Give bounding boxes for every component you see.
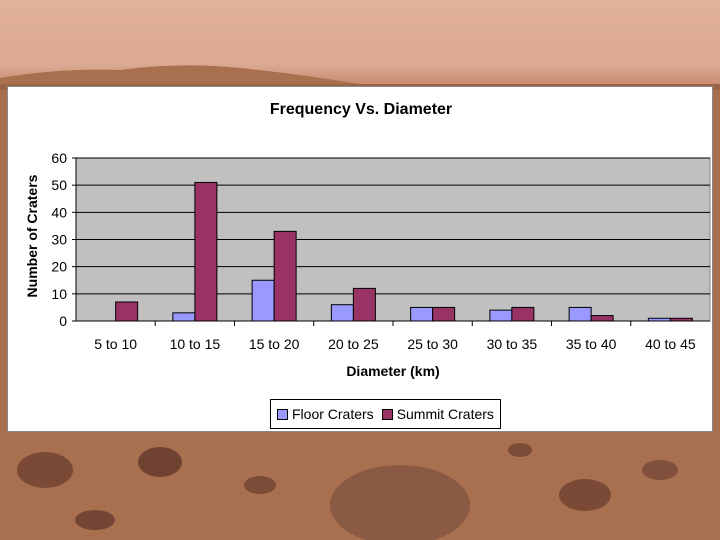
- bar-floor: [172, 312, 196, 322]
- chart-panel: 0 10 20 30 40 50 60 5 to 10 10 to 15 15 to 20 20 t…: [7, 86, 713, 432]
- bar-summit: [432, 306, 456, 322]
- legend-swatch-summit: [381, 408, 393, 420]
- y-tick-label: 50: [51, 177, 67, 193]
- legend-item-floor: Floor Craters: [277, 406, 374, 422]
- legend-swatch-floor: [277, 408, 288, 420]
- bar-floor: [647, 317, 671, 322]
- x-tick-label: 35 to 40: [566, 336, 617, 352]
- legend-item-summit: Summit Craters: [381, 406, 494, 422]
- bar-summit: [273, 230, 297, 322]
- bar-summit: [352, 287, 376, 322]
- chart-title: Frequency Vs. Diameter: [269, 101, 453, 118]
- x-tick-label: 40 to 45: [645, 336, 696, 352]
- chart-legend: Floor Craters Summit Craters: [270, 399, 501, 429]
- y-tick-label: 40: [51, 204, 67, 220]
- bar-chart: 0 10 20 30 40 50 60 5 to 10 10 to 15 15 to 20 20 t…: [51, 150, 711, 352]
- y-tick-label: 60: [51, 150, 67, 166]
- y-tick-label: 10: [51, 286, 67, 302]
- legend-label-summit: Summit Craters: [396, 406, 494, 422]
- bar-summit: [669, 317, 693, 322]
- bar-floor: [330, 304, 354, 322]
- y-tick-label: 30: [51, 232, 67, 248]
- x-axis-label: Diameter (km): [346, 363, 440, 379]
- x-tick-label: 5 to 10: [94, 336, 137, 352]
- bar-summit: [115, 301, 139, 322]
- bar-floor: [568, 306, 592, 322]
- bar-floor: [251, 279, 275, 322]
- bar-floor: [489, 309, 513, 322]
- bar-summit: [590, 315, 614, 322]
- x-tick-label: 15 to 20: [249, 336, 300, 352]
- x-tick-label: 30 to 35: [487, 336, 538, 352]
- bar-summit: [194, 181, 218, 322]
- y-tick-label: 0: [59, 313, 67, 329]
- y-tick-label: 20: [51, 259, 67, 275]
- x-tick-label: 10 to 15: [170, 336, 221, 352]
- legend-label-floor: Floor Craters: [292, 406, 374, 422]
- bar-summit: [511, 306, 535, 322]
- x-tick-label: 20 to 25: [328, 336, 379, 352]
- y-axis-label: Number of Craters: [24, 174, 40, 298]
- x-tick-label: 25 to 30: [407, 336, 458, 352]
- bar-floor: [410, 306, 434, 322]
